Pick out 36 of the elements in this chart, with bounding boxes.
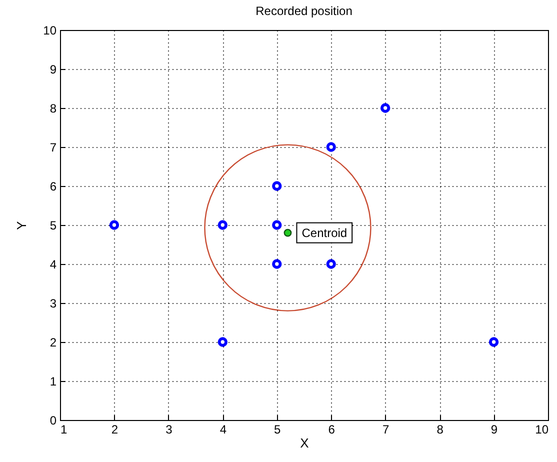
x-tick-label: 6 — [328, 422, 336, 436]
point — [380, 103, 390, 113]
x-tick-label: 7 — [382, 422, 390, 436]
point — [218, 220, 228, 230]
point — [218, 337, 228, 347]
point — [284, 228, 292, 237]
y-tick-label: 8 — [50, 102, 57, 116]
point — [326, 259, 336, 269]
y-tick-label: 3 — [50, 296, 57, 310]
point — [326, 142, 336, 152]
y-axis-title: Y — [14, 220, 30, 230]
y-tick-label: 10 — [43, 24, 57, 38]
y-tick-label: 6 — [50, 180, 57, 194]
x-tick-label: 4 — [220, 422, 227, 436]
x-tick-label: 3 — [166, 422, 173, 436]
x-tick-label: 1 — [60, 422, 68, 436]
y-tick-label: 1 — [50, 374, 57, 388]
y-tick-label: 9 — [50, 62, 57, 76]
x-tick-label: 8 — [436, 422, 444, 436]
x-axis-title: X — [300, 436, 310, 450]
point — [109, 220, 120, 230]
annotation: Centroid — [302, 226, 348, 240]
point — [272, 181, 282, 191]
chart-title: Recorded position — [256, 4, 352, 18]
y-tick-label: 4 — [50, 258, 57, 272]
y-tick-label: 7 — [50, 140, 57, 154]
x-tick-label: 9 — [490, 422, 498, 436]
x-tick-label: 10 — [535, 422, 549, 436]
point — [272, 259, 282, 269]
point — [272, 220, 282, 230]
y-tick-label: 5 — [50, 218, 57, 232]
point — [488, 337, 499, 347]
y-tick-label: 2 — [50, 336, 57, 350]
x-tick-label: 2 — [111, 422, 118, 436]
x-tick-label: 5 — [274, 422, 282, 436]
y-tick-label: 0 — [50, 414, 57, 428]
